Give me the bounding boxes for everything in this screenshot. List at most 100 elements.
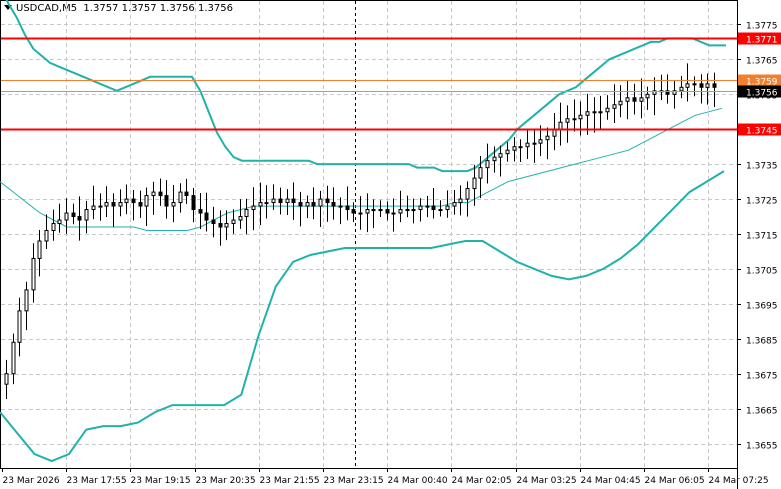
candle-body (485, 160, 490, 169)
candle-body (585, 111, 590, 116)
candle-body (151, 191, 156, 197)
level-label-bg (738, 74, 781, 87)
candle-body (492, 156, 497, 162)
candle-body (218, 223, 223, 228)
x-tick-label: 24 Mar 02:05 (452, 476, 512, 486)
candle-body (198, 209, 203, 214)
candle-body (478, 167, 483, 179)
candle-body (452, 202, 457, 207)
candle-body (665, 90, 670, 95)
candle-body (351, 209, 356, 214)
candle-body (178, 191, 183, 204)
x-tick-label: 23 Mar 17:55 (67, 476, 127, 486)
candle-body (632, 97, 637, 102)
candle-body (418, 205, 423, 211)
ohlc-low: 1.3756 (159, 3, 195, 14)
candle-body (258, 202, 263, 207)
y-tick-label: 1.3655 (746, 442, 778, 452)
candle-body (305, 202, 310, 207)
candle-body (24, 289, 29, 312)
candle-body (224, 223, 229, 228)
candle-body (17, 310, 22, 343)
dropdown-triangle-icon[interactable] (4, 5, 12, 10)
candle-body (311, 202, 316, 207)
candle-body (118, 202, 123, 207)
x-tick-label: 23 Mar 2026 (3, 476, 60, 486)
candle-body (645, 93, 650, 99)
candle-body (238, 216, 243, 221)
candle-body (345, 205, 350, 211)
x-tick-label: 23 Mar 23:15 (324, 476, 384, 486)
candle-body (338, 205, 343, 208)
candle-body (51, 223, 56, 232)
candle-body (184, 191, 189, 197)
y-tick-label: 1.3695 (746, 302, 778, 312)
candle-body (699, 83, 704, 88)
candle-body (231, 219, 236, 225)
candle-body (411, 209, 416, 212)
candle-body (391, 212, 396, 215)
candle-body (545, 135, 550, 141)
y-tick-label: 1.3675 (746, 372, 778, 382)
x-tick-label: 23 Mar 19:15 (131, 476, 191, 486)
candle-body (271, 198, 276, 204)
candle-body (131, 198, 136, 204)
candle-body (358, 212, 363, 215)
candle-body (64, 212, 69, 221)
candle-body (712, 83, 717, 88)
y-tick-label: 1.3715 (746, 232, 778, 242)
y-tick-label: 1.3685 (746, 337, 778, 347)
candle-body (592, 111, 597, 114)
candle-body (158, 191, 163, 197)
ohlc-close: 1.3756 (197, 3, 233, 14)
y-tick-label: 1.3705 (746, 267, 778, 277)
candle-body (679, 86, 684, 92)
candle-body (138, 202, 143, 207)
candle-body (365, 209, 370, 214)
candle-body (572, 118, 577, 121)
upper-bollinger-band (5, 0, 726, 173)
candle-body (598, 111, 603, 114)
candle-body (37, 240, 42, 259)
candle-body (371, 209, 376, 212)
y-tick-label: 1.3665 (746, 407, 778, 417)
candle-body (618, 100, 623, 106)
candle-body (705, 83, 710, 88)
candle-body (325, 198, 330, 204)
candle-body (639, 97, 644, 102)
candle-body (84, 209, 89, 221)
candle-body (398, 209, 403, 214)
current-price-label: 1.3756 (746, 89, 778, 99)
candle-body (458, 198, 463, 204)
level-label: 1.3771 (746, 36, 778, 46)
level-label: 1.3745 (746, 127, 778, 137)
candle-body (558, 121, 563, 130)
candle-body (44, 230, 49, 242)
level-label-bg (738, 32, 781, 45)
candle-body (298, 202, 303, 207)
ohlc-open: 1.3757 (83, 3, 119, 14)
candle-body (111, 202, 116, 207)
candle-body (612, 104, 617, 109)
candle-body (625, 97, 630, 102)
candle-body (164, 195, 169, 207)
level-label-bg (738, 123, 781, 136)
candle-body (251, 205, 256, 211)
candle-body (425, 205, 430, 208)
candle-body (31, 257, 36, 291)
lower-bollinger-band (0, 170, 725, 463)
candle-body (91, 205, 96, 211)
candle-body (578, 114, 583, 120)
candle-body (438, 209, 443, 212)
candle-body (124, 198, 129, 204)
y-tick-label: 1.3725 (746, 197, 778, 207)
candle-body (465, 188, 470, 200)
ohlc-high: 1.3757 (121, 3, 157, 14)
candle-body (565, 118, 570, 123)
candle-body (98, 205, 103, 208)
x-tick-label: 24 Mar 00:40 (388, 476, 448, 486)
candle-body (532, 142, 537, 145)
candle-body (378, 209, 383, 212)
candle-body (385, 209, 390, 214)
